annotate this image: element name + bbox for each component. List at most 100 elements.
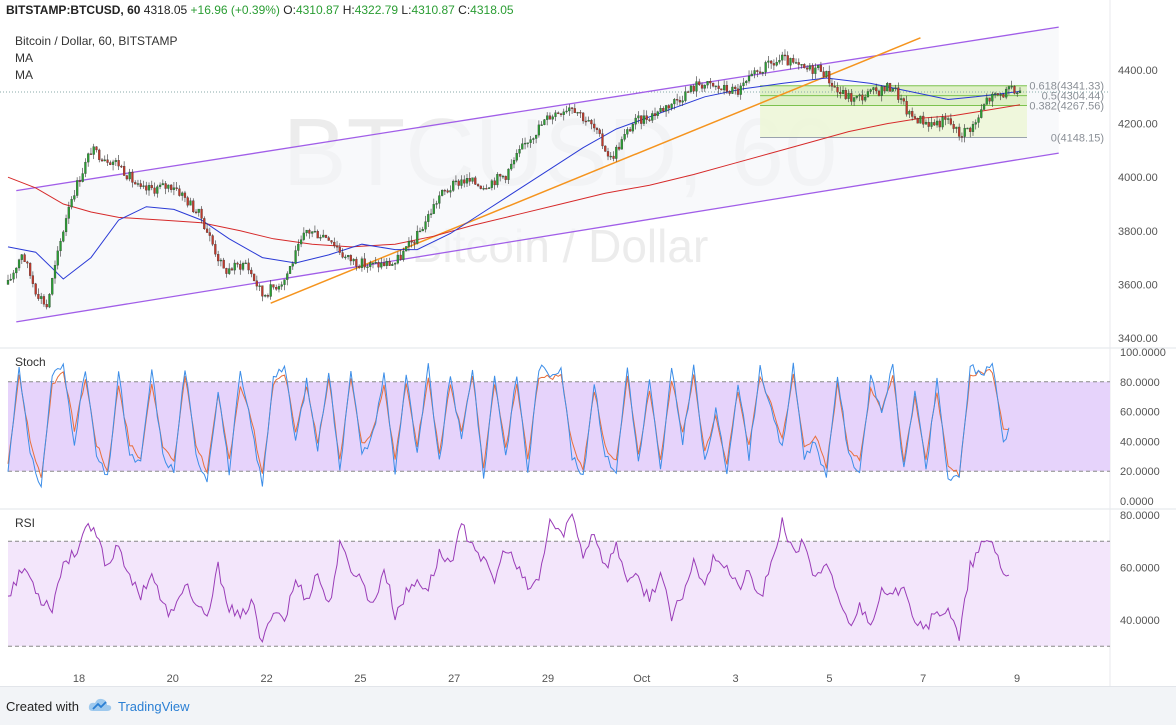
- candle-body: [977, 117, 980, 123]
- time-tick-label: 25: [354, 673, 366, 685]
- candle-body: [518, 149, 521, 154]
- symbol-name[interactable]: BITSTAMP:BTCUSD, 60: [6, 3, 141, 17]
- candle-body: [869, 89, 872, 92]
- candle-body: [23, 254, 26, 263]
- candle-body: [742, 82, 745, 87]
- candle-body: [781, 54, 784, 61]
- candle-body: [598, 129, 601, 134]
- time-tick-label: 9: [1014, 673, 1020, 685]
- candle-body: [405, 246, 408, 252]
- candle-body: [579, 112, 582, 114]
- candle-body: [734, 86, 737, 89]
- candle-body: [17, 259, 21, 269]
- close-value: 4318.05: [470, 3, 514, 17]
- candle-body: [911, 111, 914, 117]
- ma-legend-1[interactable]: MA: [15, 51, 33, 65]
- candle-body: [51, 278, 54, 295]
- rsi-band: [8, 541, 1110, 647]
- candle-body: [828, 71, 831, 84]
- candle-body: [460, 179, 463, 186]
- candle-body: [446, 190, 449, 193]
- ma-legend-2[interactable]: MA: [15, 68, 33, 82]
- candle-body: [299, 239, 303, 245]
- candle-body: [521, 143, 524, 150]
- time-tick-label: 7: [920, 673, 926, 685]
- time-tick-label: 29: [542, 673, 554, 685]
- candle-body: [908, 111, 911, 115]
- candle-body: [377, 262, 380, 268]
- candle-body: [872, 87, 875, 90]
- candle-body: [418, 230, 422, 233]
- candle-body: [333, 241, 336, 247]
- candle-body: [609, 155, 612, 158]
- candle-body: [714, 85, 717, 88]
- candle-body: [764, 62, 767, 73]
- candle-body: [244, 262, 247, 265]
- candle-body: [73, 195, 76, 200]
- candle-body: [706, 81, 709, 86]
- candle-body: [407, 241, 411, 247]
- candle-body: [438, 195, 441, 204]
- candle-body: [288, 266, 292, 274]
- candle-body: [186, 197, 189, 206]
- price-tick-label: 4200.00: [1118, 119, 1158, 131]
- chart-canvas[interactable]: BTCUSD, 60Bitcoin / Dollar 0.618(4341.33…: [0, 0, 1176, 686]
- candle-body: [313, 230, 317, 233]
- candle-body: [380, 262, 383, 268]
- candle-body: [64, 218, 68, 233]
- candle-body: [490, 180, 493, 188]
- candle-body: [250, 269, 253, 275]
- candle-body: [673, 99, 676, 105]
- candle-body: [551, 116, 554, 120]
- candle-body: [877, 90, 881, 96]
- candle-body: [258, 285, 261, 287]
- candle-body: [606, 151, 610, 157]
- candle-body: [850, 93, 853, 102]
- candle-body: [794, 62, 798, 64]
- stoch-legend[interactable]: Stoch: [15, 355, 46, 369]
- candle-body: [264, 295, 267, 297]
- candle-body: [355, 258, 358, 267]
- candle-body: [192, 200, 195, 213]
- candle-body: [565, 110, 568, 113]
- candle-body: [662, 108, 665, 112]
- candle-body: [1002, 94, 1005, 98]
- candle-body: [435, 203, 438, 205]
- candle-body: [280, 284, 283, 287]
- candle-body: [717, 85, 720, 89]
- candle-body: [886, 83, 889, 92]
- fib-level-label: 0.618(4341.33): [1029, 81, 1104, 93]
- candle-body: [440, 190, 444, 196]
- series-legend-title[interactable]: Bitcoin / Dollar, 60, BITSTAMP: [15, 34, 178, 48]
- candle-body: [955, 126, 958, 129]
- candle-body: [294, 250, 297, 264]
- candle-body: [247, 262, 250, 271]
- candle-body: [548, 115, 552, 120]
- candle-body: [167, 184, 170, 189]
- candle-body: [178, 188, 181, 196]
- high-value: 4322.79: [354, 3, 399, 17]
- candle-body: [410, 241, 413, 243]
- candle-body: [1016, 92, 1019, 95]
- candle-body: [172, 187, 176, 190]
- channel-lower-line: [16, 152, 1059, 323]
- candle-body: [222, 259, 225, 269]
- candle-body: [789, 58, 792, 66]
- candle-body: [26, 261, 29, 264]
- candle-body: [474, 177, 477, 185]
- candle-body: [203, 218, 206, 230]
- candle-body: [747, 75, 751, 82]
- candle-body: [664, 105, 668, 112]
- candle-body: [852, 97, 856, 102]
- rsi-legend[interactable]: RSI: [15, 516, 36, 530]
- candle-body: [56, 250, 59, 266]
- candle-body: [626, 129, 629, 135]
- candle-body: [158, 184, 162, 187]
- time-tick-label: 22: [260, 673, 272, 685]
- candle-body: [692, 85, 695, 92]
- candle-body: [385, 260, 388, 266]
- candle-body: [687, 91, 690, 93]
- candle-body: [775, 61, 778, 66]
- tradingview-link[interactable]: TradingView: [118, 699, 190, 714]
- candle-body: [393, 263, 397, 265]
